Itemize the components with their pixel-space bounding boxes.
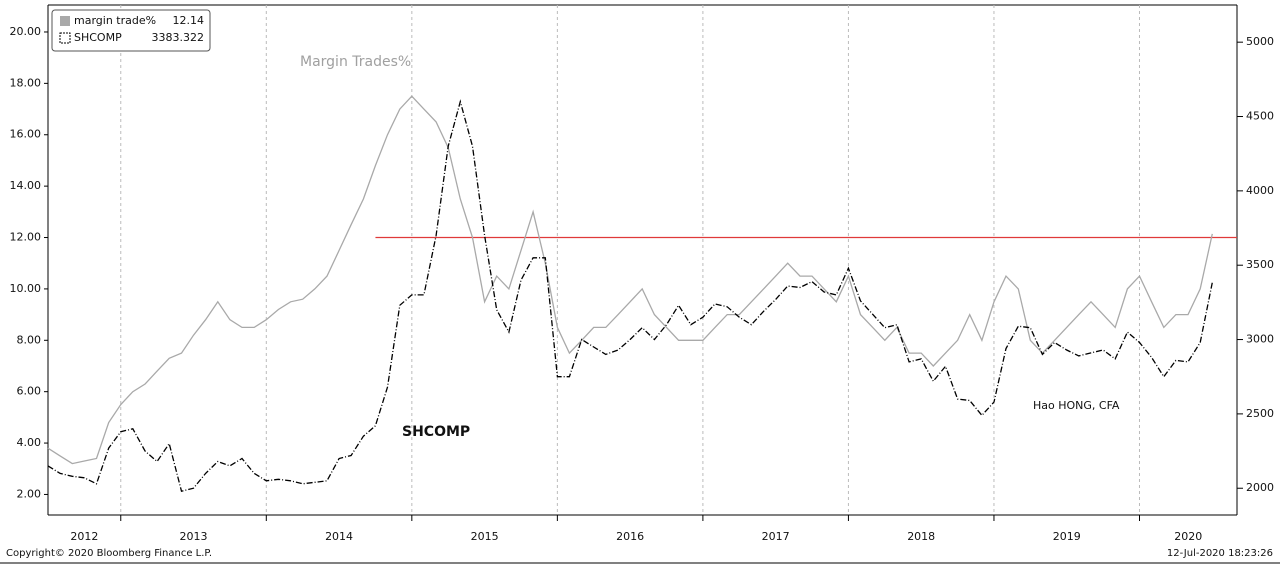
y-tick-label: 16.00 bbox=[10, 128, 42, 141]
y2-tick-label: 2500 bbox=[1246, 407, 1274, 420]
x-tick-label: 2018 bbox=[907, 530, 935, 543]
legend-swatch bbox=[59, 32, 71, 44]
y2-tick-label: 3500 bbox=[1246, 258, 1274, 271]
plot bbox=[44, 5, 1243, 521]
y2-tick-label: 2000 bbox=[1246, 481, 1274, 494]
y-tick-label: 20.00 bbox=[10, 25, 42, 38]
y-tick-label: 6.00 bbox=[17, 385, 42, 398]
series-line bbox=[47, 95, 1213, 465]
y-tick-label: 12.00 bbox=[10, 231, 42, 244]
legend-swatch bbox=[60, 16, 70, 26]
y-tick-label: 18.00 bbox=[10, 76, 42, 89]
annotation: SHCOMP bbox=[402, 424, 470, 440]
y-tick-label: 10.00 bbox=[10, 282, 42, 295]
x-tick-label: 2020 bbox=[1174, 530, 1202, 543]
x-tick-label: 2015 bbox=[471, 530, 499, 543]
x-tick-label: 2014 bbox=[325, 530, 353, 543]
x-tick-label: 2019 bbox=[1053, 530, 1081, 543]
series-line bbox=[47, 99, 1213, 492]
x-tick-label: 2016 bbox=[616, 530, 644, 543]
x-tick-label: 2013 bbox=[180, 530, 208, 543]
y-tick-label: 4.00 bbox=[17, 436, 42, 449]
y-tick-label: 14.00 bbox=[10, 179, 42, 192]
legend-label: SHCOMP bbox=[74, 31, 122, 44]
x-tick-label: 2017 bbox=[762, 530, 790, 543]
annotation: Margin Trades% bbox=[300, 54, 411, 70]
y-tick-label: 8.00 bbox=[17, 333, 42, 346]
legend-value: 12.14 bbox=[173, 14, 205, 27]
y2-tick-label: 3000 bbox=[1246, 333, 1274, 346]
y2-tick-label: 4500 bbox=[1246, 110, 1274, 123]
legend-label: margin trade% bbox=[74, 14, 156, 27]
footer-left: Copyright© 2020 Bloomberg Finance L.P. bbox=[6, 548, 212, 559]
y2-tick-label: 5000 bbox=[1246, 35, 1274, 48]
legend bbox=[51, 9, 211, 52]
y-tick-label: 2.00 bbox=[17, 487, 42, 500]
annotation: Hao HONG, CFA bbox=[1033, 399, 1120, 412]
y2-tick-label: 4000 bbox=[1246, 184, 1274, 197]
legend-value: 3383.322 bbox=[152, 31, 205, 44]
x-tick-label: 2012 bbox=[70, 530, 98, 543]
footer-right: 12-Jul-2020 18:23:26 bbox=[1167, 548, 1273, 559]
